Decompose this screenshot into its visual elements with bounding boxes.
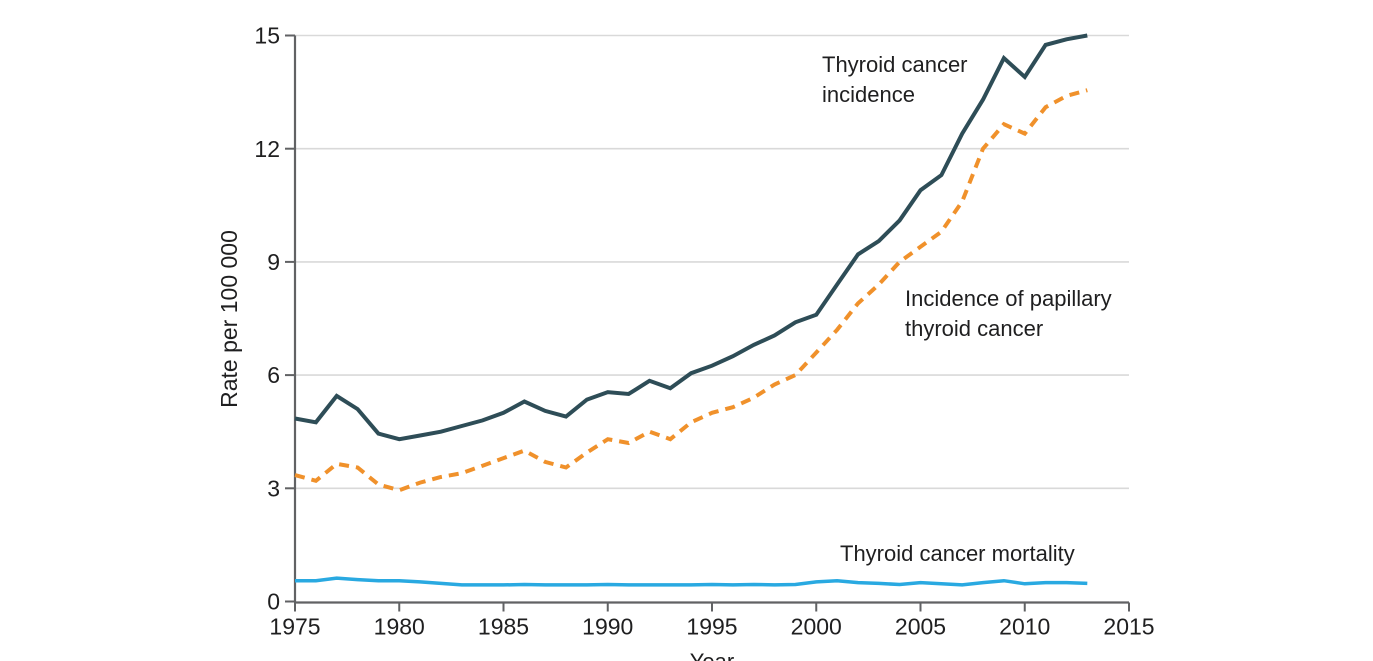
thyroid-cancer-incidence-line xyxy=(294,33,1088,442)
x-tick-label: 1995 xyxy=(686,614,737,640)
x-tick-label: 1985 xyxy=(478,614,529,640)
papillary-thyroid-cancer-incidence-line xyxy=(294,88,1088,493)
x-axis-title: Year xyxy=(677,649,747,661)
y-tick-label: 6 xyxy=(267,362,280,388)
y-tick-label: 15 xyxy=(254,23,280,49)
x-tick-label: 2005 xyxy=(895,614,946,640)
series-label-line: Thyroid cancer mortality xyxy=(840,541,1075,566)
series-label-line: Thyroid cancer xyxy=(822,52,968,77)
x-tick-label: 2010 xyxy=(999,614,1050,640)
x-tick-label: 1990 xyxy=(582,614,633,640)
x-tick-label: 1980 xyxy=(374,614,425,640)
series-label-line: thyroid cancer xyxy=(905,316,1044,341)
series-label-line: Incidence of papillary xyxy=(905,286,1112,311)
series-label-thyroid-cancer-incidence: Thyroid cancer incidence xyxy=(822,50,968,110)
series-label-line: incidence xyxy=(822,82,915,107)
y-tick-label: 3 xyxy=(267,475,280,501)
y-tick-label: 9 xyxy=(267,249,280,275)
x-tick-label: 2000 xyxy=(791,614,842,640)
y-tick-label: 12 xyxy=(254,136,280,162)
series-label-papillary-incidence: Incidence of papillary thyroid cancer xyxy=(905,284,1112,344)
x-tick-label: 1975 xyxy=(269,614,320,640)
thyroid-cancer-mortality-line xyxy=(295,576,1088,587)
x-tick-label: 2015 xyxy=(1103,614,1154,640)
series-label-thyroid-cancer-mortality: Thyroid cancer mortality xyxy=(840,539,1075,569)
y-axis-title: Rate per 100 000 xyxy=(216,230,242,408)
y-tick-label: 0 xyxy=(267,589,280,615)
